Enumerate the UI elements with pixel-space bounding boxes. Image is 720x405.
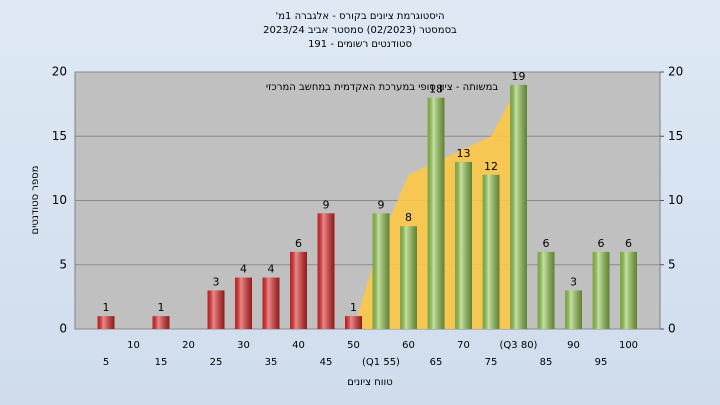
y-tick-label: 20 bbox=[52, 65, 67, 79]
annotation: במשותה - ציון סופי במערכת האקדמית במחשב … bbox=[266, 82, 499, 93]
x-tick-label: 15 bbox=[155, 357, 168, 368]
x-tick-label: 35 bbox=[265, 357, 278, 368]
chart-subtitle: סטודנטים רשומים - 191 bbox=[308, 39, 412, 50]
data-label: 3 bbox=[570, 275, 577, 288]
x-tick-label: 45 bbox=[320, 357, 333, 368]
data-label: 18 bbox=[429, 83, 443, 96]
bar-shine bbox=[290, 251, 307, 329]
bar-shine bbox=[400, 226, 417, 329]
x-tick-label: 20 bbox=[182, 340, 195, 351]
data-label: 9 bbox=[323, 198, 330, 211]
data-label: 4 bbox=[240, 263, 247, 276]
bar-shine bbox=[510, 84, 527, 329]
x-tick-label: 25 bbox=[210, 357, 223, 368]
bar-shine bbox=[345, 316, 362, 329]
bar-shine bbox=[620, 251, 637, 329]
data-label: 9 bbox=[378, 198, 385, 211]
data-label: 4 bbox=[268, 263, 275, 276]
y2-tick-label: 5 bbox=[668, 257, 676, 271]
bar-shine bbox=[427, 97, 445, 329]
data-label: 6 bbox=[625, 237, 632, 250]
bar-shine bbox=[372, 213, 390, 329]
bar-shine bbox=[97, 316, 115, 329]
y2-tick-label: 0 bbox=[668, 322, 676, 336]
x-tick-label: 95 bbox=[595, 357, 608, 368]
x-tick-label: 60 bbox=[402, 340, 415, 351]
x-tick-label: 85 bbox=[540, 357, 553, 368]
x-tick-label: 70 bbox=[457, 340, 470, 351]
bar-shine bbox=[455, 161, 472, 329]
bar-shine bbox=[565, 290, 582, 329]
y-axis-label: מספר סטודנטים bbox=[30, 166, 41, 235]
data-label: 3 bbox=[213, 275, 220, 288]
y-tick-label: 5 bbox=[59, 257, 67, 271]
x-tick-label: 65 bbox=[430, 357, 443, 368]
data-label: 13 bbox=[457, 147, 471, 160]
data-label: 6 bbox=[598, 237, 605, 250]
data-label: 8 bbox=[405, 211, 412, 224]
bar-shine bbox=[482, 174, 500, 329]
x-tick-label: (Q1 55) bbox=[362, 357, 400, 368]
data-label: 6 bbox=[295, 237, 302, 250]
y-tick-label: 15 bbox=[52, 129, 67, 143]
data-label: 1 bbox=[103, 301, 110, 314]
x-tick-label: 30 bbox=[237, 340, 250, 351]
bar-shine bbox=[235, 277, 252, 329]
bar-shine bbox=[592, 251, 610, 329]
x-tick-label: 10 bbox=[127, 340, 140, 351]
chart-subtitle: בסמסטר (02/2023) סמסטר אביב 2023/24 bbox=[263, 25, 457, 36]
bar-shine bbox=[537, 251, 555, 329]
x-tick-label: 100 bbox=[619, 340, 638, 351]
x-tick-label: 50 bbox=[347, 340, 360, 351]
data-label: 1 bbox=[158, 301, 165, 314]
x-tick-label: 75 bbox=[485, 357, 498, 368]
data-label: 6 bbox=[543, 237, 550, 250]
y-tick-label: 0 bbox=[59, 322, 67, 336]
bar-shine bbox=[207, 290, 225, 329]
x-tick-label: (Q3 80) bbox=[500, 340, 538, 351]
bar-shine bbox=[317, 213, 335, 329]
y-tick-label: 10 bbox=[52, 193, 67, 207]
y2-tick-label: 20 bbox=[668, 65, 683, 79]
bar-shine bbox=[152, 316, 170, 329]
chart-title: היסטוגרמת ציונים בקורס - אלגברה 1מ' bbox=[276, 11, 445, 22]
x-tick-label: 90 bbox=[567, 340, 580, 351]
y2-tick-label: 10 bbox=[668, 193, 683, 207]
x-tick-label: 40 bbox=[292, 340, 305, 351]
y2-tick-label: 15 bbox=[668, 129, 683, 143]
data-label: 19 bbox=[512, 70, 526, 83]
data-label: 12 bbox=[484, 160, 498, 173]
x-axis-label: טווח ציונים bbox=[347, 377, 392, 388]
bar-shine bbox=[262, 277, 280, 329]
data-label: 1 bbox=[350, 301, 357, 314]
x-tick-label: 5 bbox=[103, 357, 109, 368]
